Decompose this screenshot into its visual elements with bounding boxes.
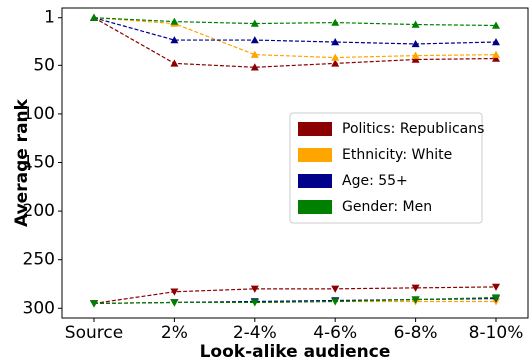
y-tick-label: 300 bbox=[23, 298, 55, 318]
x-tick-label: Source bbox=[65, 323, 123, 343]
y-axis-label: Average rank bbox=[12, 98, 32, 227]
point-marker bbox=[492, 294, 500, 302]
point-marker bbox=[492, 21, 500, 29]
legend-label: Ethnicity: White bbox=[342, 147, 452, 163]
point-marker bbox=[331, 18, 340, 26]
y-tick-label: 250 bbox=[23, 250, 55, 270]
point-marker bbox=[411, 20, 420, 28]
point-marker bbox=[411, 51, 420, 59]
legend-swatch bbox=[298, 148, 332, 162]
legend-label: Gender: Men bbox=[342, 199, 432, 215]
series-line bbox=[93, 17, 497, 68]
legend-label: Age: 55+ bbox=[342, 173, 408, 189]
y-tick-label: 200 bbox=[23, 201, 55, 221]
series-line bbox=[93, 286, 497, 305]
legend-label: Politics: Republicans bbox=[342, 121, 484, 137]
x-tick-label: 4-6% bbox=[313, 323, 357, 343]
point-marker bbox=[170, 36, 179, 44]
y-tick-label: 1 bbox=[44, 8, 55, 28]
point-marker bbox=[411, 296, 420, 304]
x-tick-label: 2-4% bbox=[233, 323, 277, 343]
point-marker bbox=[492, 283, 500, 291]
y-tick-label: 150 bbox=[23, 153, 55, 173]
point-marker bbox=[331, 38, 340, 46]
point-marker bbox=[250, 299, 259, 307]
series-line bbox=[93, 17, 497, 59]
point-marker bbox=[170, 288, 179, 296]
x-tick-label: 6-8% bbox=[394, 323, 438, 343]
point-marker bbox=[90, 13, 98, 21]
point-marker bbox=[411, 284, 420, 292]
point-marker bbox=[170, 59, 179, 67]
point-marker bbox=[331, 53, 340, 61]
legend-swatch bbox=[298, 122, 332, 136]
point-marker bbox=[170, 299, 179, 307]
point-marker bbox=[331, 298, 340, 306]
point-marker bbox=[250, 50, 259, 58]
y-tick-label: 50 bbox=[33, 55, 55, 75]
point-marker bbox=[331, 59, 340, 67]
x-tick-label: 2% bbox=[161, 323, 188, 343]
x-axis-label: Look-alike audience bbox=[200, 342, 391, 362]
legend-box bbox=[289, 112, 483, 224]
point-marker bbox=[250, 285, 259, 293]
series-line bbox=[93, 17, 497, 27]
point-marker bbox=[331, 285, 340, 293]
point-marker bbox=[411, 39, 420, 48]
point-marker bbox=[250, 19, 259, 27]
series-line bbox=[93, 296, 497, 305]
y-tick-label: 100 bbox=[23, 104, 55, 124]
point-marker bbox=[492, 54, 500, 62]
legend-swatch bbox=[298, 174, 332, 188]
point-marker bbox=[411, 55, 420, 63]
point-marker bbox=[170, 17, 179, 25]
point-marker bbox=[492, 50, 500, 58]
point-marker bbox=[250, 36, 259, 44]
legend-swatch bbox=[298, 200, 332, 214]
series-line bbox=[93, 17, 497, 45]
point-marker bbox=[250, 63, 259, 71]
x-tick-label: 8-10% bbox=[469, 323, 524, 343]
point-marker bbox=[492, 38, 500, 46]
point-marker bbox=[90, 300, 98, 308]
